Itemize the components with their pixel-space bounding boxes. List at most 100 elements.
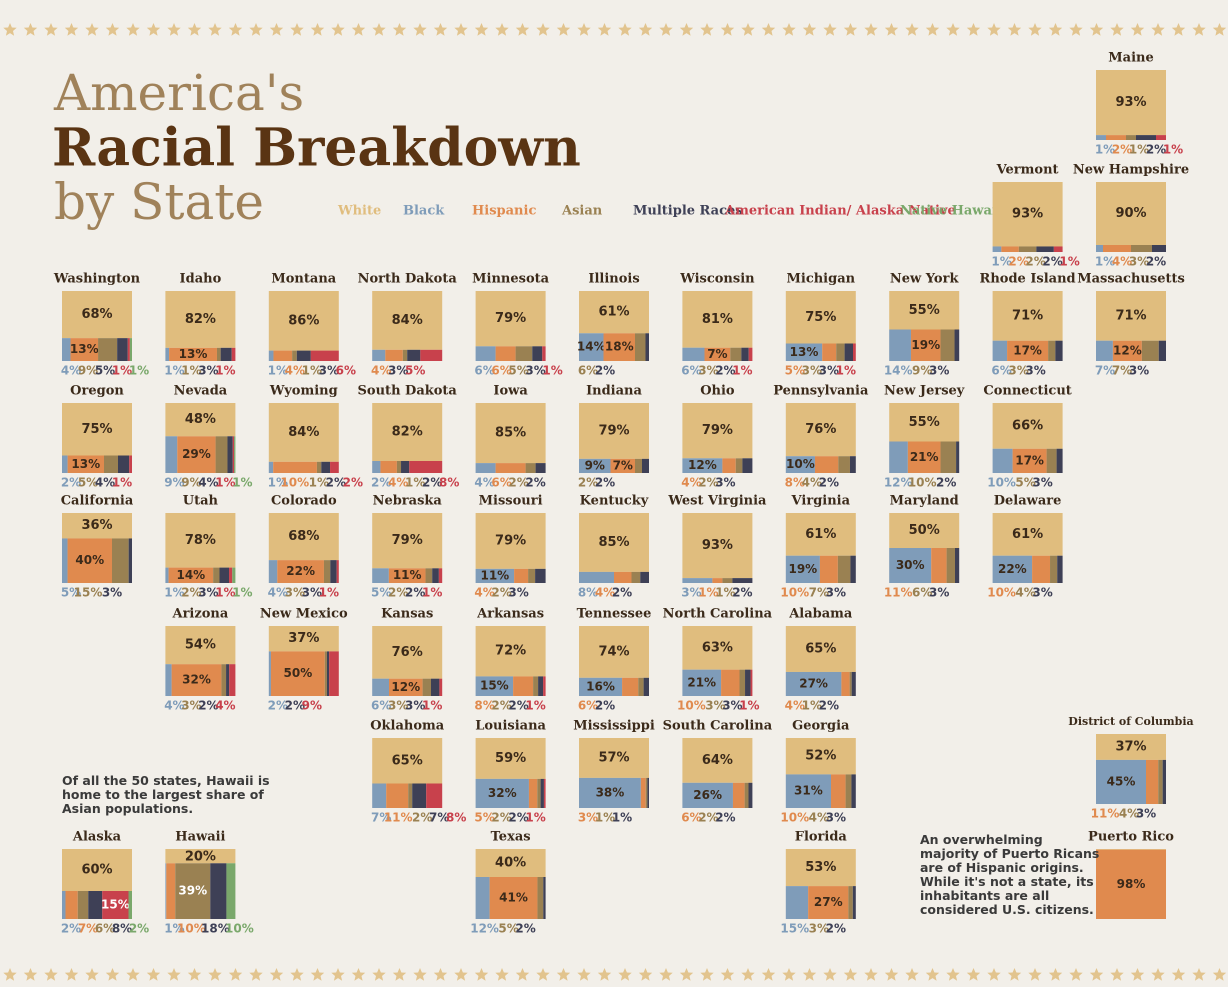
star [741, 23, 755, 36]
value-label: 85% [598, 535, 629, 550]
value-label: 84% [288, 425, 319, 440]
segment [268, 461, 274, 473]
segment [1055, 340, 1063, 361]
segment [722, 458, 736, 473]
value-label: 6% [336, 364, 356, 378]
segment [273, 461, 317, 473]
segment [1096, 759, 1146, 804]
value-label: 37% [1115, 739, 1146, 754]
segment [420, 349, 443, 361]
value-label: 2% [515, 922, 535, 936]
star [44, 968, 58, 981]
segment [732, 782, 745, 808]
star [536, 23, 550, 36]
segment [1032, 555, 1051, 583]
segment [62, 849, 132, 891]
star [105, 968, 120, 981]
value-label: 16% [586, 679, 615, 693]
value-label: 6% [491, 476, 511, 490]
segment [128, 538, 132, 583]
segment [273, 350, 293, 361]
star [474, 968, 489, 981]
value-label: 19% [788, 562, 817, 576]
state-name: Nevada [174, 384, 228, 399]
value-label: 52% [805, 749, 836, 764]
segment [321, 461, 331, 473]
segment [907, 441, 941, 473]
value-label: 10% [177, 922, 206, 936]
star [3, 23, 17, 36]
segment [62, 291, 132, 339]
star [946, 968, 960, 981]
segment [514, 568, 529, 583]
value-label: 53% [805, 860, 836, 875]
value-label: 75% [81, 422, 112, 437]
state-name: Virginia [791, 494, 851, 509]
state-name: South Carolina [663, 719, 773, 734]
state-name: South Dakota [358, 384, 458, 399]
segment [850, 555, 856, 583]
value-label: 15% [480, 679, 509, 693]
segment [475, 778, 529, 808]
value-label: 2% [508, 811, 528, 825]
value-label: 3% [525, 364, 545, 378]
segment [475, 877, 490, 919]
segment [268, 560, 278, 583]
value-label: 1% [232, 586, 252, 600]
value-label: 4% [802, 476, 822, 490]
segment [533, 676, 539, 696]
segment [540, 778, 544, 808]
value-label: 15% [101, 898, 130, 912]
segment [712, 578, 723, 583]
star [23, 23, 38, 36]
star [884, 968, 899, 981]
state-name: Vermont [996, 163, 1059, 178]
state-name: Maine [1108, 51, 1153, 66]
segment [579, 777, 641, 808]
value-label: 5% [785, 364, 805, 378]
value-label: 14% [176, 568, 205, 582]
value-label: 30% [896, 558, 925, 572]
segment [1056, 448, 1063, 473]
value-label: 5% [508, 364, 528, 378]
title-line: Racial Breakdown [52, 118, 581, 179]
star [741, 968, 755, 981]
star [1007, 23, 1022, 36]
value-label: 5% [474, 811, 494, 825]
segment [730, 347, 742, 361]
segment [431, 678, 440, 696]
segment [721, 669, 740, 696]
value-label: 1% [215, 364, 235, 378]
star [351, 968, 366, 981]
star [310, 968, 325, 981]
segment [889, 329, 911, 361]
state-name: North Dakota [358, 272, 458, 287]
segment [70, 338, 99, 361]
value-label: 15% [74, 586, 103, 600]
star [85, 968, 99, 981]
state-name: Kansas [381, 607, 433, 622]
value-label: 10% [677, 699, 706, 713]
value-label: 27% [799, 676, 828, 690]
segment [785, 513, 856, 556]
segment [1162, 759, 1166, 804]
segment [745, 669, 751, 696]
value-label: 82% [185, 312, 216, 327]
star [536, 968, 550, 981]
value-label: 4% [595, 586, 615, 600]
legend-label: Hispanic [472, 204, 536, 219]
state-name: Alabama [788, 607, 853, 622]
star [1212, 968, 1227, 981]
value-label: 2% [936, 476, 956, 490]
value-label: 6% [912, 586, 932, 600]
segment [171, 664, 222, 696]
segment [741, 347, 749, 361]
value-label: 3% [1136, 807, 1156, 821]
segment [226, 664, 230, 696]
star [85, 23, 99, 36]
state-name: Connecticut [983, 384, 1071, 399]
value-label: 3% [826, 586, 846, 600]
segment [165, 403, 236, 437]
value-label: 7% [1095, 364, 1115, 378]
segment [432, 568, 439, 583]
